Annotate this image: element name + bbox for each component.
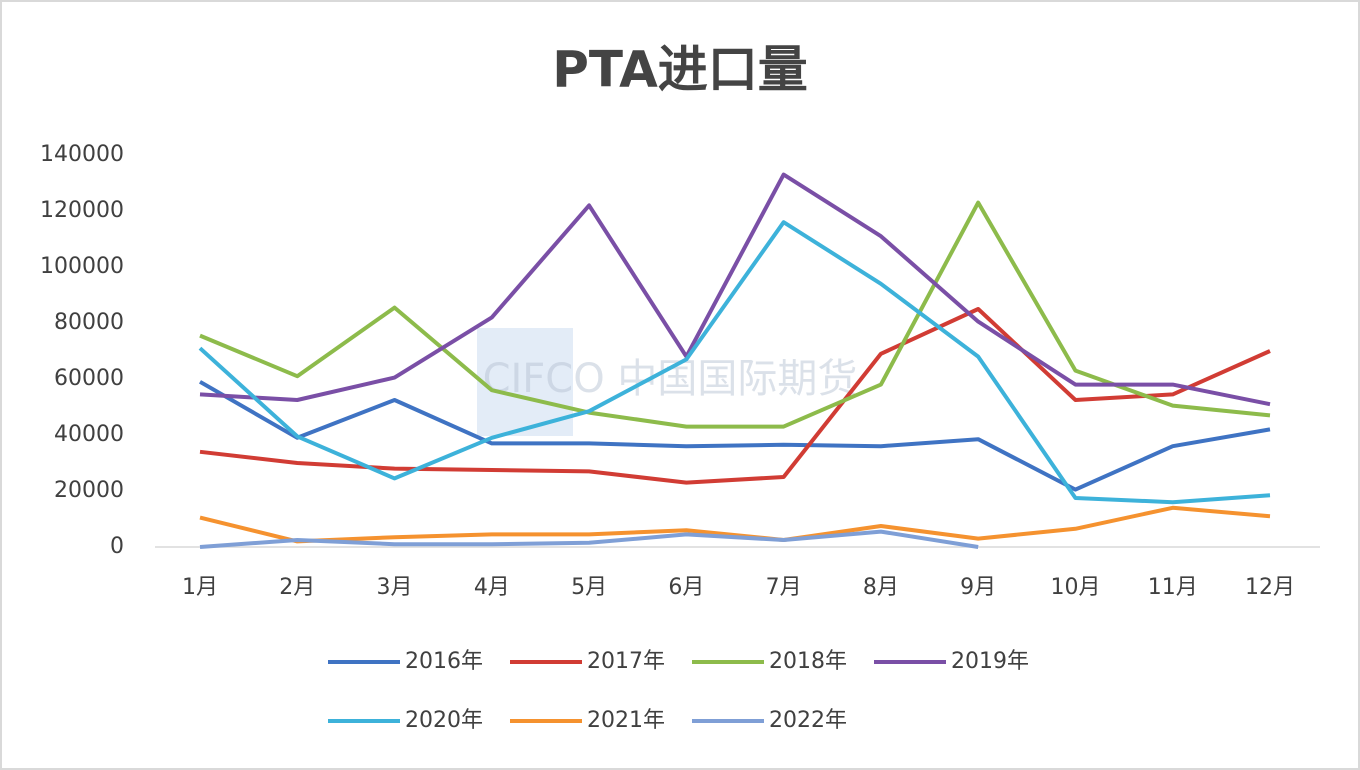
series-line [199, 380, 1271, 492]
x-tick-label: 1月 [182, 575, 218, 600]
series-line [199, 529, 979, 549]
y-tick-label: 40000 [54, 422, 124, 447]
series-line [199, 505, 1271, 544]
y-tick-label: 80000 [54, 310, 124, 335]
series-line [199, 200, 1271, 429]
chart-title: PTA进口量 [552, 41, 808, 99]
x-tick-label: 12月 [1245, 575, 1295, 600]
legend-label: 2020年 [405, 708, 483, 733]
x-tick-label: 8月 [863, 575, 899, 600]
x-tick-label: 4月 [474, 575, 510, 600]
x-tick-label: 11月 [1148, 575, 1198, 600]
y-tick-label: 120000 [40, 198, 124, 223]
x-tick-label: 10月 [1050, 575, 1100, 600]
series-line [198, 220, 1271, 505]
legend-label: 2022年 [769, 708, 847, 733]
watermark: CIFCO 中国国际期货 [483, 356, 858, 402]
legend-label: 2017年 [587, 649, 665, 674]
legend-label: 2018年 [769, 649, 847, 674]
y-tick-label: 100000 [40, 254, 124, 279]
legend-label: 2019年 [951, 649, 1029, 674]
legend-label: 2021年 [587, 708, 665, 733]
y-tick-label: 140000 [40, 142, 124, 167]
x-tick-label: 2月 [279, 575, 315, 600]
legend-label: 2016年 [405, 649, 483, 674]
x-tick-label: 6月 [668, 575, 704, 600]
series-line [199, 172, 1271, 407]
x-tick-label: 5月 [571, 575, 607, 600]
x-tick-label: 3月 [377, 575, 413, 600]
series-line [199, 307, 1271, 485]
x-tick-label: 9月 [960, 575, 996, 600]
y-tick-label: 60000 [54, 366, 124, 391]
y-tick-label: 0 [110, 534, 124, 559]
y-tick-label: 20000 [54, 478, 124, 503]
x-tick-label: 7月 [766, 575, 802, 600]
